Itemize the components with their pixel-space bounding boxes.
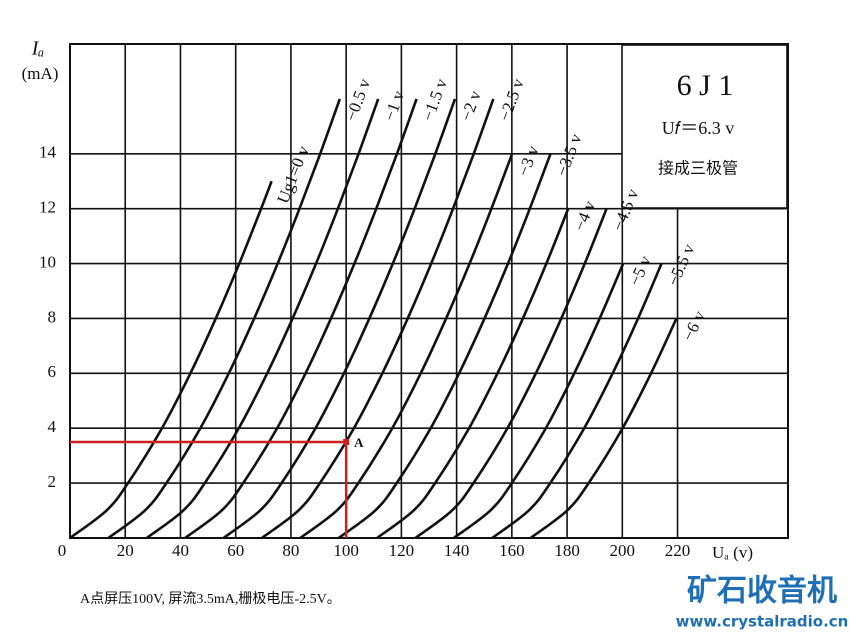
x-tick-label: 140 [444, 541, 470, 560]
info-line: U𝑓＝6.3 v [662, 118, 735, 138]
x-tick-label: 160 [499, 541, 525, 560]
y-tick-label: 2 [48, 472, 57, 491]
x-tick-label: 120 [389, 541, 415, 560]
point-label: A [354, 435, 364, 450]
curve [69, 180, 273, 540]
curve-label: −3 v [514, 143, 543, 179]
y-tick-label: 6 [48, 362, 57, 381]
curve [261, 98, 495, 540]
curve [107, 98, 342, 540]
curve [414, 208, 608, 540]
curve [529, 317, 678, 540]
curve-label: −2.5 v [495, 76, 528, 124]
y-tick-label: 8 [48, 307, 57, 326]
curve [184, 98, 418, 540]
curve-label: −5 v [625, 252, 655, 288]
curve-label: −6 v [678, 307, 709, 344]
x-tick-label: 60 [227, 541, 244, 560]
y-axis-unit: (mA) [22, 64, 59, 83]
x-tick-label: 100 [333, 541, 359, 560]
curve [222, 98, 457, 540]
watermark-title: 矿石收音机 [687, 574, 837, 609]
y-tick-label: 4 [48, 417, 57, 436]
curve [376, 208, 570, 540]
curve-label: −1.5 v [418, 76, 451, 124]
curve-label: −1 v [380, 88, 409, 124]
curve-label: −3.5 v [552, 131, 586, 179]
curve [299, 153, 514, 540]
x-tick-label: 180 [554, 541, 580, 560]
y-tick-label: 12 [39, 198, 56, 217]
caption: A点屏压100V, 屏流3.5mA,栅极电压-2.5V。 [80, 591, 341, 607]
x-tick-label: 0 [58, 541, 67, 560]
curve [337, 153, 552, 540]
x-tick-label: 200 [610, 541, 636, 560]
curve-label: −2 v [457, 88, 486, 124]
info-line: 接成三极管 [658, 160, 738, 178]
y-tick-label: 10 [39, 252, 56, 271]
x-tick-label: 80 [282, 541, 299, 560]
curve-label: −4.5 v [608, 186, 642, 234]
curve [453, 263, 625, 540]
curve-label: −5.5 v [663, 241, 698, 289]
curve [491, 263, 663, 540]
info-box [621, 44, 788, 209]
x-tick-label: 40 [172, 541, 189, 560]
watermark-url: www.crystalradio.cn [676, 613, 849, 631]
x-tick-label: 20 [117, 541, 134, 560]
curve-label: Ug1=0 v [273, 143, 313, 206]
x-tick-label: 220 [665, 541, 691, 560]
info-title: 6 J 1 [677, 69, 734, 102]
y-axis-label: Iₐ [31, 38, 45, 60]
curve-label: −4 v [570, 197, 600, 233]
y-tick-label: 14 [39, 143, 57, 162]
point-marker [343, 438, 350, 445]
x-axis-label: Uₐ (v) [712, 543, 753, 562]
curve [145, 98, 380, 540]
